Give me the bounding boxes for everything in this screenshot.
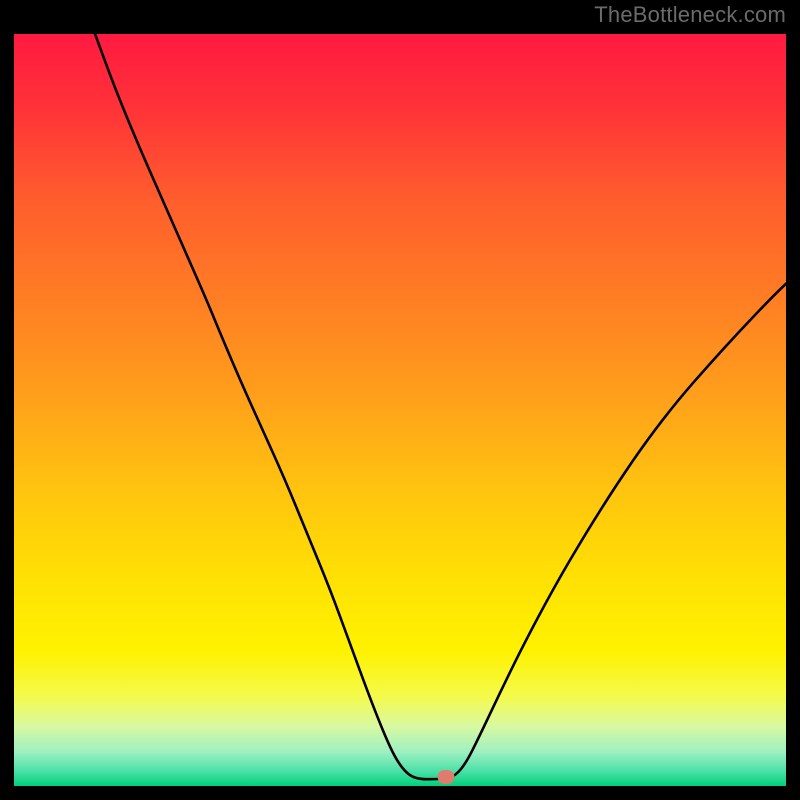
optimal-point-marker (438, 770, 455, 784)
bottleneck-curve (14, 34, 786, 786)
chart-frame (0, 0, 800, 800)
plot-area (14, 34, 786, 786)
watermark-text: TheBottleneck.com (594, 2, 786, 28)
